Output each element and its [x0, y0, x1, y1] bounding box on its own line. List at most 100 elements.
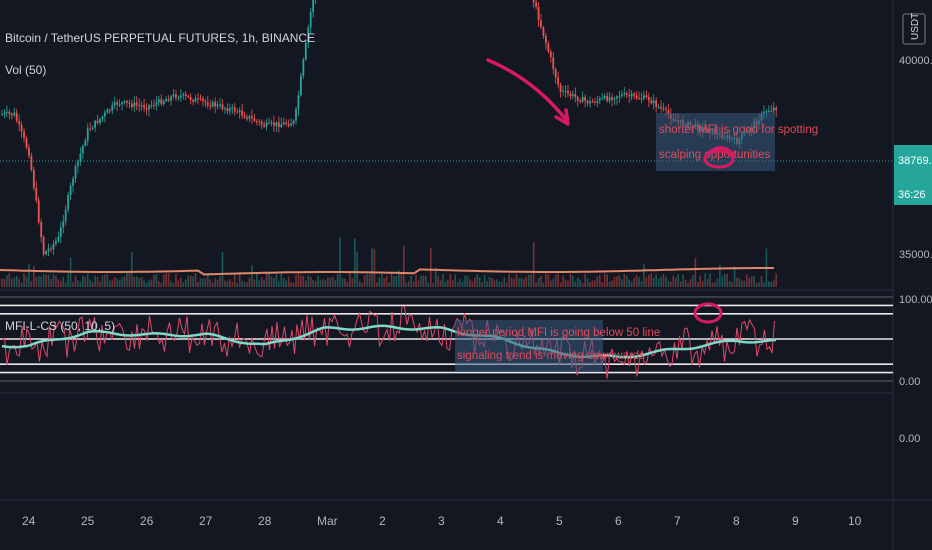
- volume-bar: [652, 277, 655, 287]
- volume-bar: [706, 278, 709, 287]
- volume-bar: [466, 275, 469, 287]
- volume-bar: [57, 279, 60, 287]
- candle: [121, 100, 123, 111]
- candle: [233, 103, 236, 116]
- candle: [236, 108, 239, 114]
- candle: [552, 51, 555, 75]
- candle: [576, 95, 579, 107]
- volume-bar: [738, 278, 741, 287]
- volume-bar: [300, 275, 302, 287]
- candle: [153, 99, 155, 110]
- volume-bar: [684, 279, 687, 287]
- candle: [623, 86, 626, 97]
- volume-bar: [170, 281, 172, 287]
- volume-bar: [118, 280, 121, 287]
- volume-bar: [346, 281, 349, 287]
- volume-bar: [55, 275, 57, 287]
- candle: [6, 105, 8, 118]
- volume-bar: [268, 273, 270, 287]
- volume-bar: [135, 276, 138, 287]
- volume-bar: [172, 282, 175, 287]
- volume-bar: [309, 276, 312, 287]
- annotation-box-long-mfi[interactable]: [455, 320, 603, 372]
- volume-bar: [211, 282, 214, 287]
- currency-badge[interactable]: USDT: [902, 13, 926, 45]
- volume-bar: [349, 273, 351, 287]
- candle: [535, 0, 537, 10]
- volume-bar: [160, 282, 163, 287]
- volume-bar: [324, 279, 327, 287]
- volume-bar: [368, 274, 371, 287]
- volume-bar: [6, 275, 8, 287]
- volume-bar: [290, 282, 292, 287]
- volume-bar: [420, 275, 422, 287]
- annotation-short-line1: shorter MFI is good for spotting: [659, 124, 818, 136]
- volume-bar: [184, 279, 187, 287]
- svg-text:36:26: 36:26: [898, 189, 926, 201]
- volume-bar: [380, 273, 383, 287]
- annotation-long-line2: signaling trend is moving downwards: [457, 350, 645, 362]
- volume-bar: [91, 281, 94, 287]
- volume-bar: [618, 275, 621, 287]
- price-tick-mid: 35000.0: [899, 249, 932, 261]
- candle: [130, 99, 133, 111]
- candle: [589, 96, 591, 108]
- volume-bar: [263, 279, 265, 287]
- candle: [155, 96, 158, 111]
- indicator-legend[interactable]: MFI-L-CS (50, 10, 5): [5, 319, 115, 333]
- volume-bar: [67, 273, 69, 287]
- volume-bar: [643, 264, 645, 287]
- annotation-long-line1: longer period MFI is going below 50 line: [457, 327, 660, 339]
- volume-bar: [547, 274, 550, 287]
- volume-bar: [363, 275, 366, 287]
- volume-bar: [395, 275, 398, 287]
- candle: [564, 85, 567, 98]
- volume-bar: [373, 248, 376, 287]
- candle: [62, 214, 65, 234]
- mfi-short-line: [1, 305, 775, 379]
- candle: [20, 120, 23, 139]
- candle: [285, 119, 288, 127]
- volume-bar: [545, 273, 547, 287]
- volume-bar: [701, 280, 704, 287]
- volume-bar: [594, 280, 596, 287]
- volume-bar: [728, 281, 731, 287]
- volume-bar: [574, 281, 577, 287]
- volume-bar: [96, 277, 99, 287]
- volume-bar: [670, 281, 672, 287]
- volume-bar: [608, 281, 611, 287]
- annotation-box-short-mfi[interactable]: [656, 113, 775, 171]
- candle: [277, 116, 280, 133]
- volume-bars: [1, 237, 777, 287]
- volume-bar: [692, 275, 694, 287]
- volume-bar: [62, 276, 65, 287]
- volume-bar: [187, 275, 189, 287]
- candle: [241, 103, 243, 120]
- candle: [175, 89, 177, 101]
- volume-bar: [755, 282, 758, 287]
- candle: [172, 89, 175, 100]
- volume-bar: [133, 276, 136, 287]
- candle: [581, 91, 584, 104]
- volume-bar: [37, 275, 40, 287]
- candle: [15, 108, 18, 124]
- time-axis[interactable]: 24 25 26 27 28 Mar 2 3 4 5 6 7 8 9 10: [22, 514, 862, 528]
- symbol-title[interactable]: Bitcoin / TetherUS PERPETUAL FUTURES, 1h…: [5, 31, 315, 45]
- volume-bar: [523, 278, 525, 287]
- candle: [179, 89, 182, 102]
- candle: [255, 119, 258, 126]
- candle: [579, 98, 582, 104]
- volume-bar: [750, 276, 753, 287]
- volume-legend[interactable]: Vol (50): [5, 63, 46, 77]
- volume-bar: [209, 279, 212, 287]
- time-tick: 10: [848, 514, 862, 528]
- empty-pane-axis: 0.00: [899, 433, 920, 445]
- volume-bar: [672, 275, 675, 287]
- volume-bar: [256, 273, 258, 287]
- volume-bar: [251, 265, 253, 287]
- candle: [574, 87, 577, 103]
- volume-bar: [405, 282, 408, 287]
- volume-bar: [613, 276, 616, 287]
